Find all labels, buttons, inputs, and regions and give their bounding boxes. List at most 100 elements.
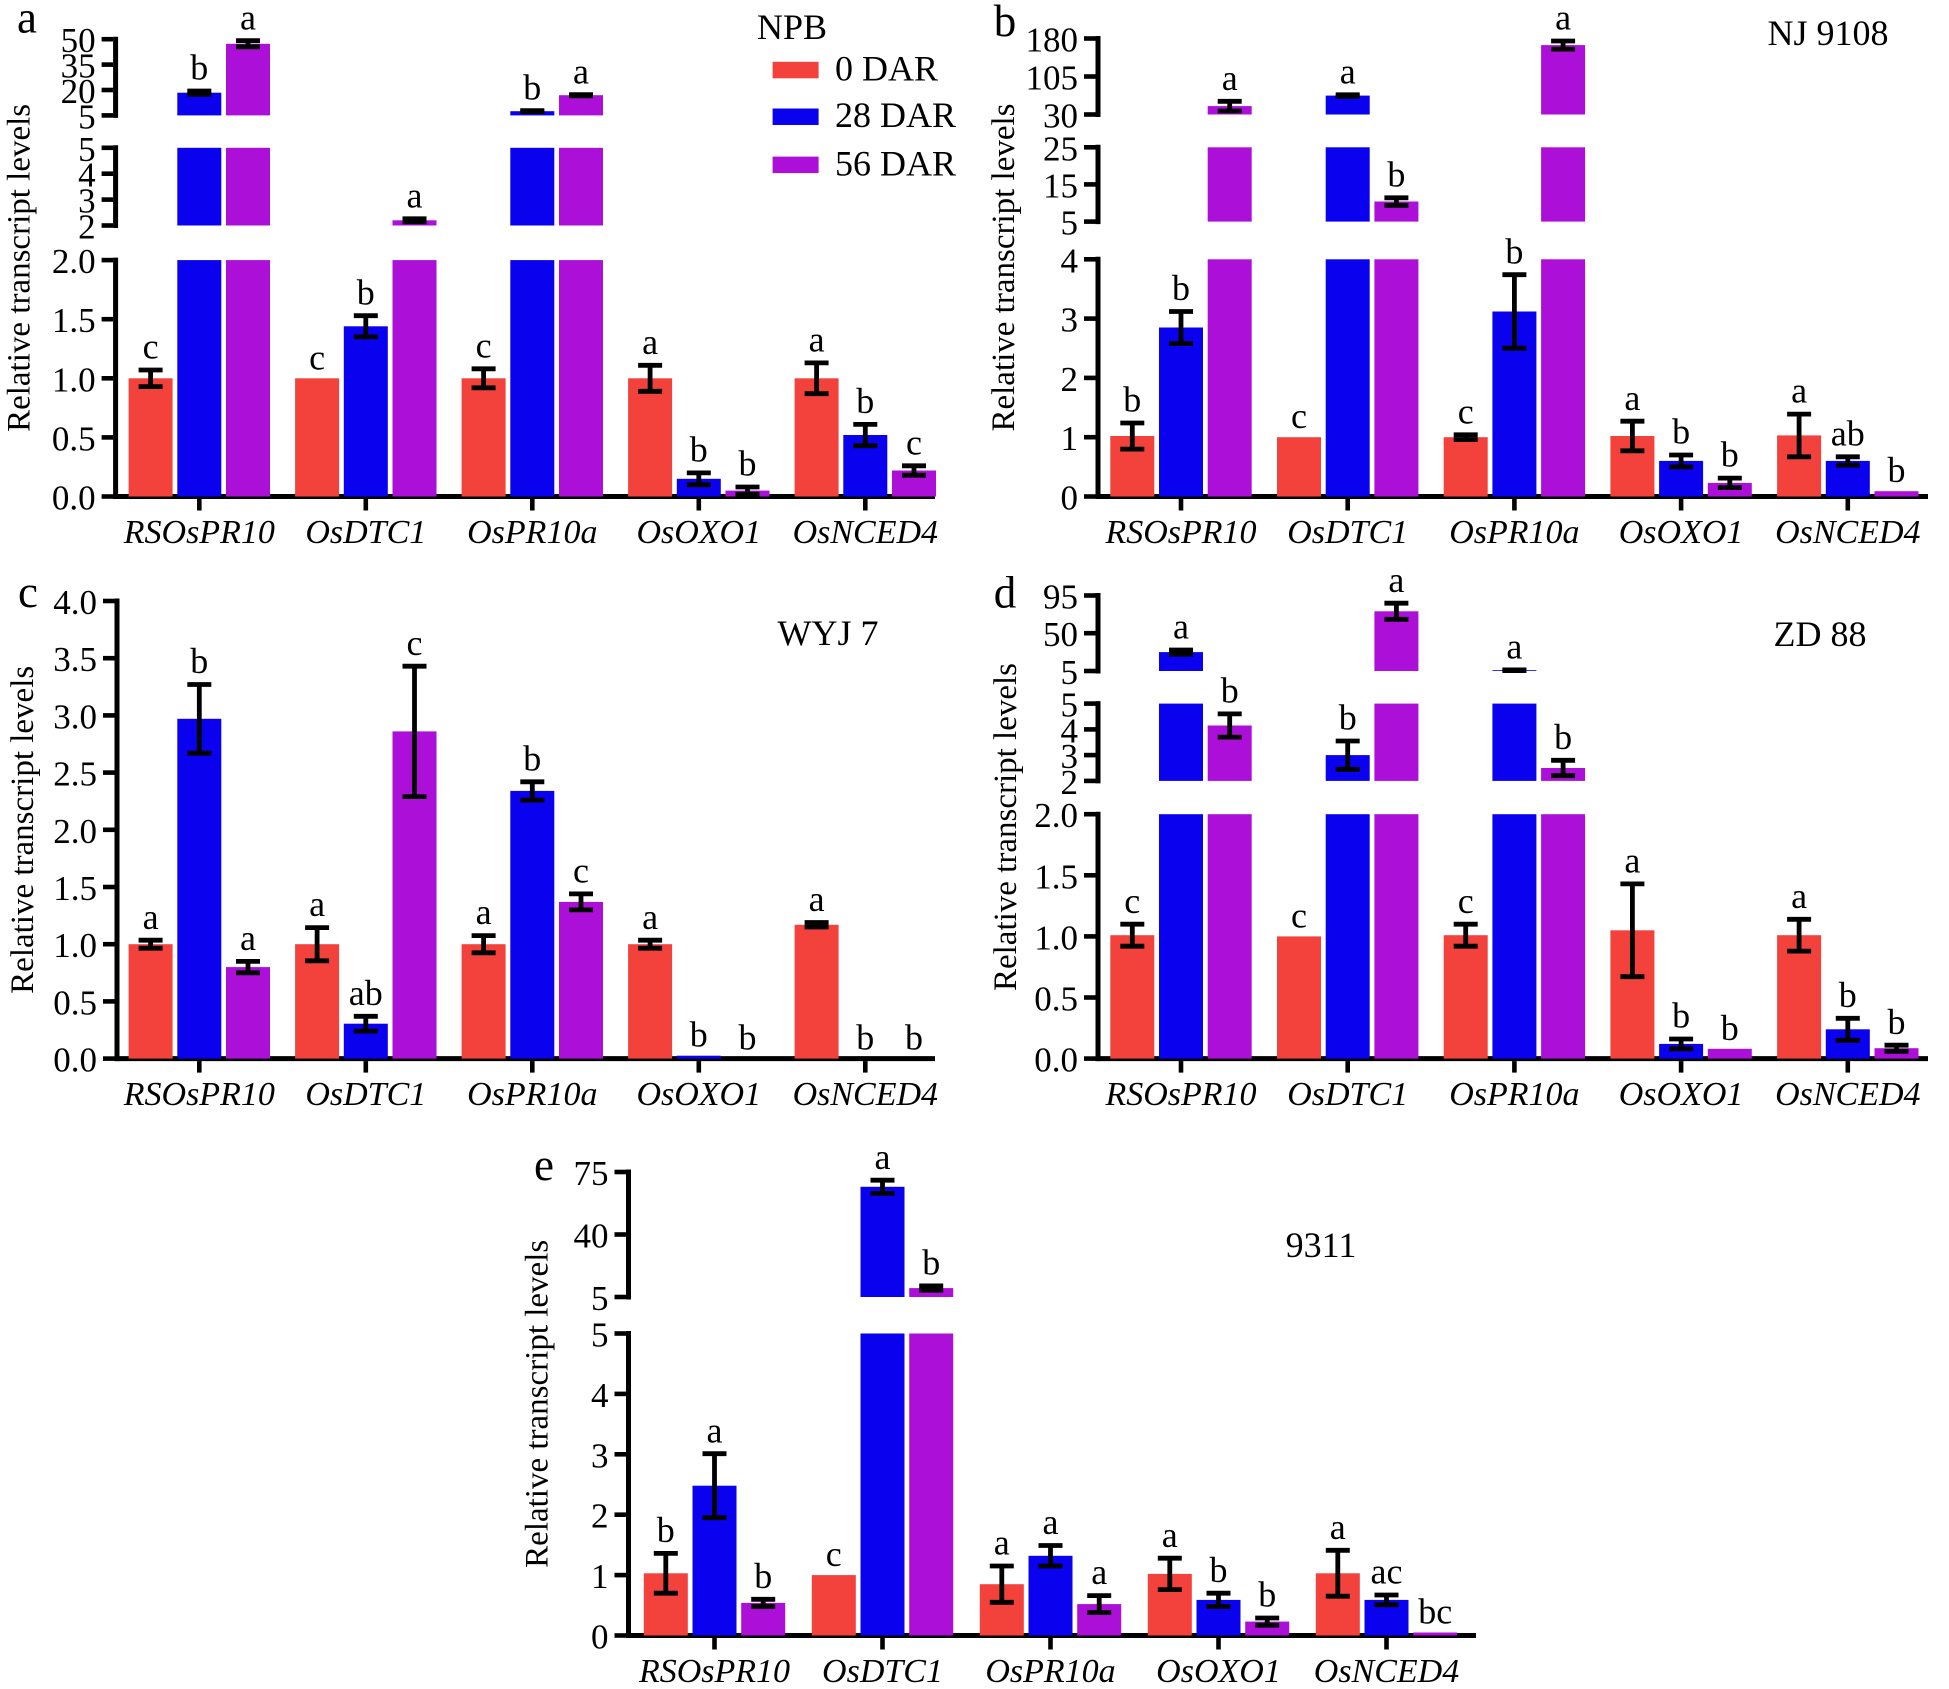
svg-text:5: 5 xyxy=(1061,653,1079,692)
svg-text:RSOsPR10: RSOsPR10 xyxy=(1104,1076,1256,1113)
svg-text:20: 20 xyxy=(61,72,96,111)
svg-text:OsDTC1: OsDTC1 xyxy=(305,1076,426,1113)
svg-text:Relative transcript levels: Relative transcript levels xyxy=(986,103,1022,431)
svg-text:4: 4 xyxy=(1061,711,1079,750)
svg-text:5: 5 xyxy=(78,97,96,136)
svg-text:c: c xyxy=(309,337,325,377)
svg-text:ab: ab xyxy=(349,973,383,1013)
svg-text:a: a xyxy=(1222,58,1238,98)
svg-text:1.0: 1.0 xyxy=(1034,918,1078,957)
svg-text:ab: ab xyxy=(1831,413,1865,453)
svg-text:OsDTC1: OsDTC1 xyxy=(1287,1076,1408,1113)
svg-text:2.0: 2.0 xyxy=(1034,796,1078,835)
svg-text:3: 3 xyxy=(78,182,96,221)
svg-text:OsNCED4: OsNCED4 xyxy=(793,1076,938,1113)
svg-text:a: a xyxy=(1624,841,1640,881)
svg-text:95: 95 xyxy=(1043,578,1078,617)
svg-text:4: 4 xyxy=(591,1376,609,1415)
svg-text:b: b xyxy=(357,272,375,312)
svg-text:28 DAR: 28 DAR xyxy=(835,95,956,135)
svg-text:b: b xyxy=(1554,717,1572,757)
svg-text:b: b xyxy=(657,1510,675,1550)
svg-text:b: b xyxy=(905,1018,923,1058)
svg-text:b: b xyxy=(690,430,708,470)
svg-text:b: b xyxy=(856,1018,874,1058)
svg-text:b: b xyxy=(190,641,208,681)
svg-text:b: b xyxy=(922,1243,940,1283)
svg-text:b: b xyxy=(190,48,208,88)
svg-text:4: 4 xyxy=(1061,241,1079,280)
svg-text:OsNCED4: OsNCED4 xyxy=(793,514,938,551)
svg-text:2: 2 xyxy=(591,1497,609,1536)
svg-text:OsNCED4: OsNCED4 xyxy=(1775,514,1920,551)
svg-text:0: 0 xyxy=(1061,479,1079,518)
svg-text:a: a xyxy=(1162,1515,1178,1555)
svg-text:a: a xyxy=(240,0,256,37)
svg-text:Relative transcript levels: Relative transcript levels xyxy=(988,663,1024,991)
svg-text:c: c xyxy=(1291,895,1307,935)
svg-text:1.5: 1.5 xyxy=(1034,857,1078,896)
svg-text:b: b xyxy=(690,1015,708,1055)
svg-text:180: 180 xyxy=(1026,21,1079,60)
svg-text:0.0: 0.0 xyxy=(52,479,96,518)
svg-text:WYJ 7: WYJ 7 xyxy=(778,613,879,653)
svg-text:0.5: 0.5 xyxy=(53,983,97,1022)
svg-text:a: a xyxy=(143,897,159,937)
svg-text:50: 50 xyxy=(61,21,96,60)
svg-text:2.0: 2.0 xyxy=(52,242,96,281)
svg-text:OsDTC1: OsDTC1 xyxy=(1287,514,1408,551)
svg-text:a: a xyxy=(707,1410,723,1450)
svg-text:3: 3 xyxy=(591,1436,609,1475)
svg-text:5: 5 xyxy=(1061,686,1079,725)
svg-text:56 DAR: 56 DAR xyxy=(835,143,956,183)
svg-text:OsPR10a: OsPR10a xyxy=(985,1653,1115,1689)
svg-text:a: a xyxy=(1043,1502,1059,1542)
svg-text:RSOsPR10: RSOsPR10 xyxy=(123,514,275,551)
svg-text:0.0: 0.0 xyxy=(53,1041,97,1080)
svg-text:b: b xyxy=(1387,154,1405,194)
svg-text:a: a xyxy=(809,879,825,919)
svg-text:d: d xyxy=(994,568,1017,618)
svg-text:e: e xyxy=(534,1140,554,1190)
svg-text:b: b xyxy=(739,1018,757,1058)
svg-text:OsDTC1: OsDTC1 xyxy=(822,1653,943,1689)
svg-text:0.0: 0.0 xyxy=(1034,1041,1078,1080)
svg-text:1.0: 1.0 xyxy=(53,926,97,965)
svg-text:a: a xyxy=(1791,876,1807,916)
svg-text:30: 30 xyxy=(1043,97,1078,136)
svg-text:a: a xyxy=(1340,51,1356,91)
svg-text:2: 2 xyxy=(1061,360,1079,399)
svg-text:3.5: 3.5 xyxy=(53,640,97,679)
svg-text:15: 15 xyxy=(1043,166,1078,205)
svg-text:RSOsPR10: RSOsPR10 xyxy=(1104,514,1256,551)
svg-text:1.0: 1.0 xyxy=(52,360,96,399)
svg-text:OsDTC1: OsDTC1 xyxy=(305,514,426,551)
svg-text:RSOsPR10: RSOsPR10 xyxy=(638,1653,790,1689)
svg-text:a: a xyxy=(309,884,325,924)
svg-text:c: c xyxy=(1291,396,1307,436)
svg-text:c: c xyxy=(1124,881,1140,921)
svg-text:2: 2 xyxy=(1061,763,1079,802)
svg-text:b: b xyxy=(856,381,874,421)
svg-text:OsNCED4: OsNCED4 xyxy=(1314,1653,1459,1689)
svg-text:a: a xyxy=(573,51,589,91)
svg-text:b: b xyxy=(754,1556,772,1596)
svg-text:b: b xyxy=(1839,975,1857,1015)
svg-text:Relative transcript levels: Relative transcript levels xyxy=(520,1240,556,1568)
svg-text:40: 40 xyxy=(574,1217,609,1256)
svg-text:b: b xyxy=(739,444,757,484)
svg-text:b: b xyxy=(1505,231,1523,271)
svg-text:b: b xyxy=(1888,450,1906,490)
svg-text:b: b xyxy=(994,0,1017,46)
svg-text:a: a xyxy=(1791,371,1807,411)
svg-text:c: c xyxy=(18,567,38,617)
svg-text:a: a xyxy=(642,897,658,937)
svg-text:1.5: 1.5 xyxy=(52,301,96,340)
svg-text:25: 25 xyxy=(1043,129,1078,168)
svg-text:bc: bc xyxy=(1418,1592,1452,1632)
svg-text:NJ 9108: NJ 9108 xyxy=(1767,13,1888,53)
svg-text:a: a xyxy=(1091,1552,1107,1592)
svg-text:OsOXO1: OsOXO1 xyxy=(1619,1076,1744,1113)
svg-text:5: 5 xyxy=(1061,204,1079,243)
svg-text:1: 1 xyxy=(591,1557,609,1596)
